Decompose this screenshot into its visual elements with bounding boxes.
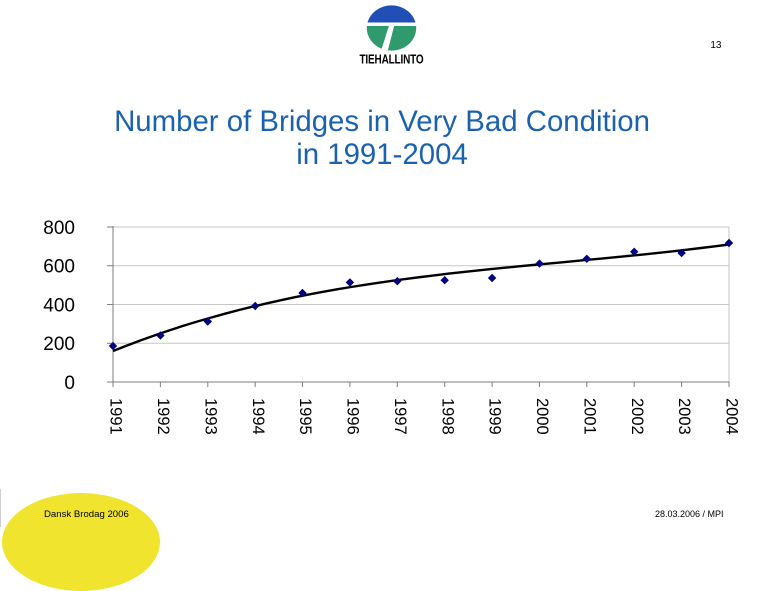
svg-text:2001: 2001 <box>580 398 598 435</box>
svg-text:2004: 2004 <box>723 398 741 435</box>
svg-text:1997: 1997 <box>391 398 409 435</box>
svg-text:1993: 1993 <box>201 398 219 435</box>
svg-text:1996: 1996 <box>344 398 362 435</box>
svg-text:0: 0 <box>64 373 75 394</box>
svg-text:1995: 1995 <box>296 398 314 435</box>
svg-text:600: 600 <box>43 257 75 278</box>
svg-text:2002: 2002 <box>628 398 646 435</box>
svg-text:1999: 1999 <box>486 398 504 435</box>
svg-text:800: 800 <box>43 218 75 239</box>
svg-text:1998: 1998 <box>438 398 456 435</box>
svg-text:TIEHALLINTO: TIEHALLINTO <box>359 54 423 67</box>
svg-text:1991: 1991 <box>107 398 125 435</box>
svg-text:1994: 1994 <box>249 398 267 435</box>
svg-text:2003: 2003 <box>675 398 693 435</box>
svg-text:1992: 1992 <box>154 398 172 435</box>
svg-text:2000: 2000 <box>533 398 551 435</box>
svg-text:400: 400 <box>43 295 75 316</box>
svg-text:200: 200 <box>43 334 75 355</box>
